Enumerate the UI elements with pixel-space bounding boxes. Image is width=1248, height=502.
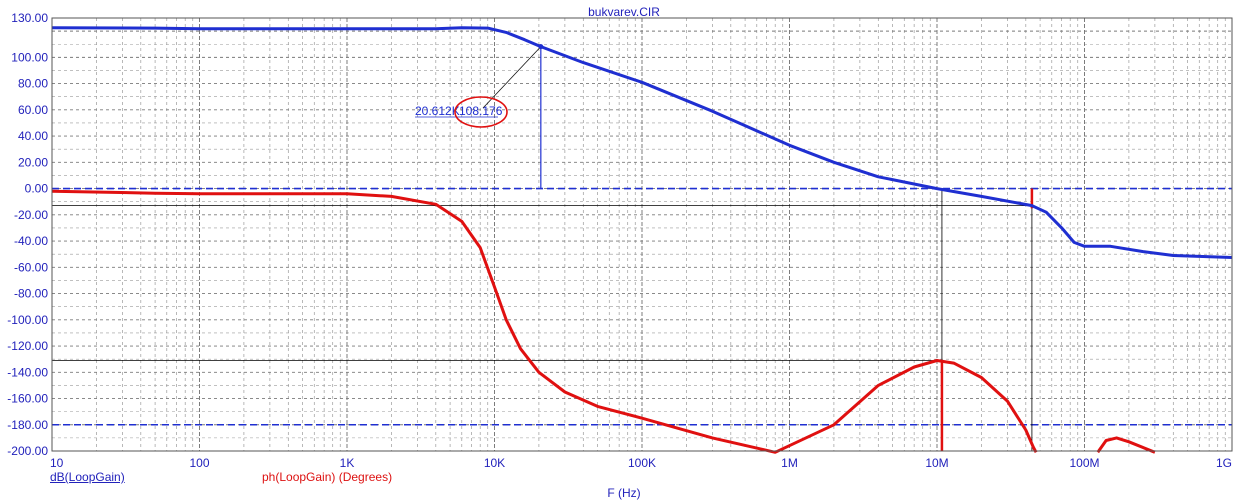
cursor-lines [52,188,1034,451]
y-tick-labels: 130.00 100.00 80.00 60.00 40.00 20.00 0.00 -20.… [7,11,48,458]
y-tick-label: 60.00 [18,103,48,117]
y-tick-label: 0.00 [25,182,49,196]
series-phase-line-tail [1096,436,1156,454]
y-tick-label: 40.00 [18,129,48,143]
x-tick-label: 1K [340,456,355,470]
annotation-y-value: 108.176 [459,104,503,118]
y-tick-label: -120.00 [7,339,48,353]
y-tick-label: -20.00 [14,208,48,222]
y-tick-label: -180.00 [7,418,48,432]
plot-frame [51,17,1233,452]
y-tick-label: -80.00 [14,287,48,301]
y-tick-label: -160.00 [7,392,48,406]
y-tick-label: -140.00 [7,365,48,379]
y-tick-label: -200.00 [7,444,48,458]
series-lines [51,26,1233,454]
x-tick-label: 100M [1069,456,1099,470]
y-tick-label: -40.00 [14,234,48,248]
y-tick-label: 80.00 [18,77,48,91]
x-tick-label: 10K [484,456,505,470]
cursor-annotation[interactable]: 20.612K 108.176 [415,44,544,189]
y-tick-label: -100.00 [7,313,48,327]
x-tick-label: 1M [781,456,798,470]
annotation-highlight-ellipse [454,96,508,128]
annotation-x-value: 20.612K [415,104,460,118]
x-tick-labels: 10 100 1K 10K 100K 1M 10M 100M 1G [50,456,1232,470]
x-tick-label: 10 [50,456,64,470]
legend-phase[interactable]: ph(LoopGain) (Degrees) [262,470,393,484]
chart-title: bukvarev.CIR [588,5,660,19]
reference-lines [52,187,1232,426]
y-tick-label: -60.00 [14,260,48,274]
x-tick-label: 10M [925,456,948,470]
x-tick-label: 100 [189,456,209,470]
x-axis-label: F (Hz) [607,486,641,500]
x-tick-label: 100K [628,456,656,470]
annotation-point [538,44,544,50]
x-tick-label: 1G [1216,456,1232,470]
series-phase-line [51,189,1038,454]
y-tick-label: 20.00 [18,155,48,169]
series-magnitude-line [51,26,1233,259]
y-tick-label: 130.00 [11,11,48,25]
legend-magnitude[interactable]: dB(LoopGain) [50,470,125,484]
y-tick-label: 100.00 [11,50,48,64]
